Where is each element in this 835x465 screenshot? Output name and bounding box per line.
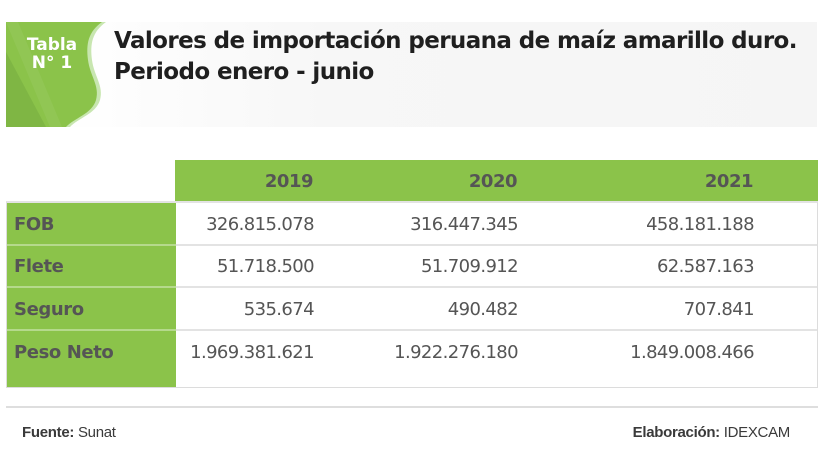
author-label: Elaboración: <box>632 424 721 441</box>
table-row-peso-neto: Peso Neto 1.969.381.621 1.922.276.180 1.… <box>7 331 817 373</box>
column-header-2019: 2019 <box>264 171 314 192</box>
row-label-column <box>7 203 176 387</box>
table-cell: 535.674 <box>243 299 315 320</box>
title-panel <box>60 22 817 127</box>
author-value: IDEXCAM <box>723 424 791 441</box>
footer-divider <box>6 406 818 408</box>
page-title: Valores de importación peruana de maíz a… <box>114 26 798 88</box>
table-row-seguro: Seguro 535.674 490.482 707.841 <box>7 288 817 330</box>
table-cell: 1.849.008.466 <box>630 342 754 363</box>
row-label: Peso Neto <box>14 342 114 363</box>
source-value: Sunat <box>77 424 116 441</box>
table-row-fob: FOB 326.815.078 316.447.345 458.181.188 <box>7 203 817 245</box>
source-label: Fuente: <box>22 424 75 441</box>
row-label: Flete <box>14 256 64 277</box>
table-cell: 458.181.188 <box>646 214 755 235</box>
table-cell: 62.587.163 <box>656 256 755 277</box>
column-header-2020: 2020 <box>468 171 518 192</box>
title-line-2: Periodo enero - junio <box>114 59 374 85</box>
table-cell: 51.718.500 <box>216 256 315 277</box>
row-divider <box>7 286 817 288</box>
row-divider <box>7 244 817 246</box>
table-cell: 490.482 <box>447 299 519 320</box>
badge-number: N° 1 <box>31 53 73 73</box>
badge-label: Tabla <box>26 35 78 55</box>
table-header-row: 2019 2020 2021 <box>175 160 818 201</box>
source-note: Fuente: Sunat <box>22 424 116 441</box>
table-cell: 326.815.078 <box>206 214 315 235</box>
row-label: FOB <box>14 214 55 235</box>
title-line-1: Valores de importación peruana de maíz a… <box>114 28 798 54</box>
table-cell: 51.709.912 <box>420 256 519 277</box>
badge-shape-icon <box>6 22 106 127</box>
table-number-badge: Tabla N° 1 <box>6 22 106 127</box>
table-cell: 316.447.345 <box>410 214 519 235</box>
table-row-flete: Flete 51.718.500 51.709.912 62.587.163 <box>7 245 817 287</box>
table-cell: 707.841 <box>683 299 755 320</box>
row-label: Seguro <box>14 299 84 320</box>
row-divider <box>7 329 817 331</box>
table-body: FOB 326.815.078 316.447.345 458.181.188 … <box>6 201 818 388</box>
author-note: Elaboración: IDEXCAM <box>632 424 791 441</box>
table-cell: 1.969.381.621 <box>190 342 314 363</box>
table-cell: 1.922.276.180 <box>394 342 518 363</box>
column-header-2021: 2021 <box>704 171 754 192</box>
